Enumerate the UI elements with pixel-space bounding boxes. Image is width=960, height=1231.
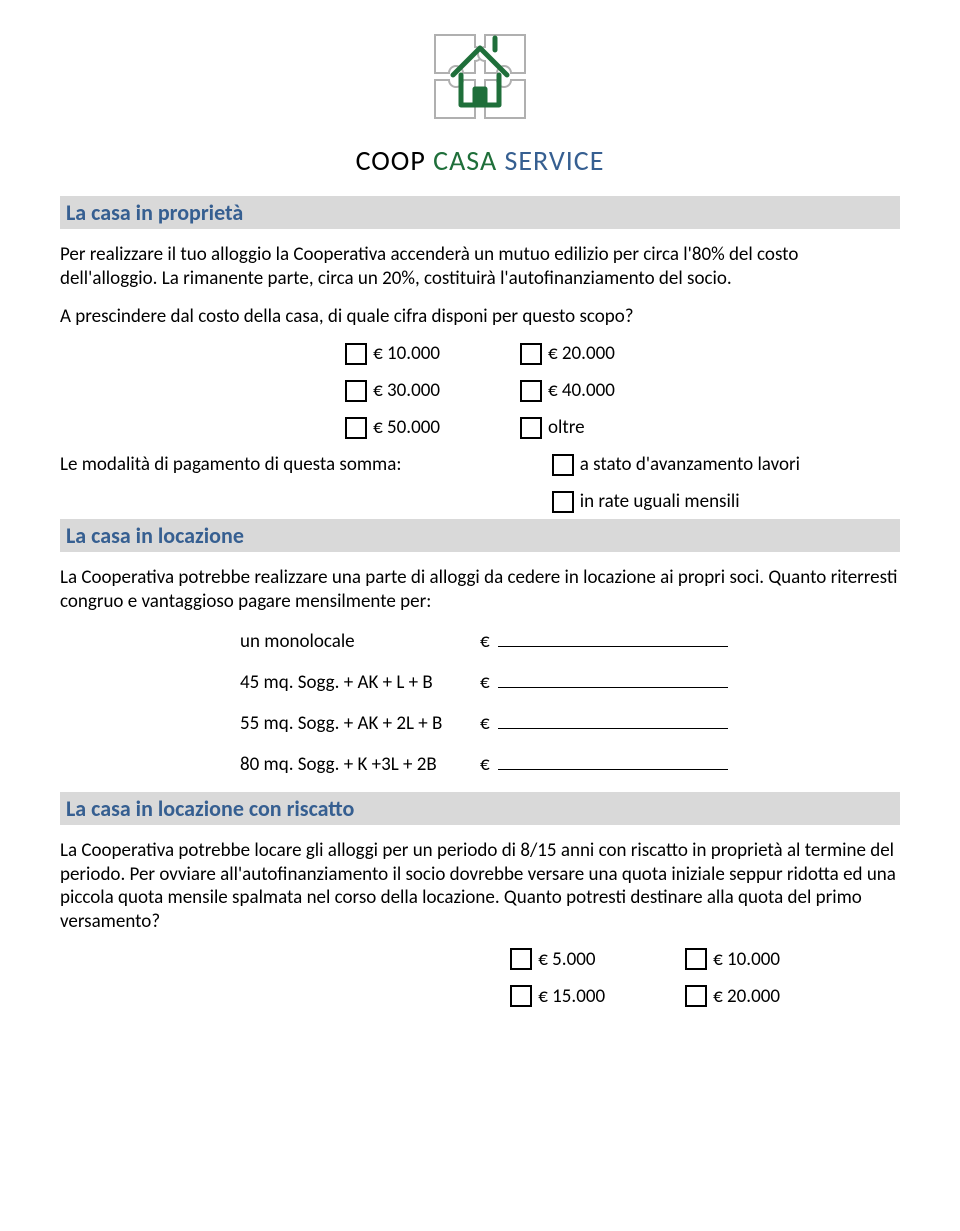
option-50000: € 50.000 [345, 416, 440, 439]
option-5000: € 5.000 [510, 948, 605, 971]
checkbox-40000[interactable] [520, 380, 542, 402]
section2-para: La Cooperativa potrebbe realizzare una p… [60, 566, 900, 614]
option-30000: € 30.000 [345, 379, 440, 402]
puzzle-house-logo-icon [415, 20, 545, 135]
checkbox-10000[interactable] [345, 343, 367, 365]
checkbox-30000[interactable] [345, 380, 367, 402]
pay-opt-rate: in rate uguali mensili [552, 490, 800, 513]
logo-wrap [60, 20, 900, 135]
option-s3-10000: € 10.000 [685, 948, 780, 971]
rent-input-45mq[interactable] [498, 669, 728, 688]
rent-input-80mq[interactable] [498, 751, 728, 770]
section1-question: A prescindere dal costo della casa, di q… [60, 305, 900, 329]
rent-input-monolocale[interactable] [498, 628, 728, 647]
checkbox-avanzamento[interactable] [552, 454, 574, 476]
brand-word-1: COOP [356, 143, 426, 178]
rent-table: un monolocale € 45 mq. Sogg. + AK + L + … [240, 628, 900, 776]
rent-row-45mq: 45 mq. Sogg. + AK + L + B € [240, 669, 900, 694]
brand-word-2: CASA [433, 143, 497, 178]
rent-row-80mq: 80 mq. Sogg. + K +3L + 2B € [240, 751, 900, 776]
section1-options: € 10.000 € 20.000 € 30.000 € 40.000 € 50… [60, 342, 900, 439]
payment-label: Le modalità di pagamento di questa somma… [60, 453, 441, 476]
option-oltre: oltre [520, 416, 615, 439]
payment-question: Le modalità di pagamento di questa somma… [60, 453, 900, 513]
section-header-proprieta: La casa in proprietà [60, 196, 900, 229]
rent-row-monolocale: un monolocale € [240, 628, 900, 653]
section-header-riscatto: La casa in locazione con riscatto [60, 792, 900, 825]
payment-options: a stato d'avanzamento lavori in rate ugu… [552, 453, 900, 513]
checkbox-rate[interactable] [552, 491, 574, 513]
brand-word-3: SERVICE [505, 143, 605, 178]
checkbox-oltre[interactable] [520, 417, 542, 439]
option-20000: € 20.000 [520, 342, 615, 365]
checkbox-s3-10000[interactable] [685, 948, 707, 970]
option-10000: € 10.000 [345, 342, 440, 365]
checkbox-s3-20000[interactable] [685, 985, 707, 1007]
section1-para: Per realizzare il tuo alloggio la Cooper… [60, 243, 900, 291]
option-15000: € 15.000 [510, 985, 605, 1008]
section3-para: La Cooperativa potrebbe locare gli allog… [60, 839, 900, 934]
checkbox-15000[interactable] [510, 985, 532, 1007]
rent-input-55mq[interactable] [498, 710, 728, 729]
pay-opt-avanzamento: a stato d'avanzamento lavori [552, 453, 800, 476]
checkbox-50000[interactable] [345, 417, 367, 439]
checkbox-20000[interactable] [520, 343, 542, 365]
checkbox-5000[interactable] [510, 948, 532, 970]
option-s3-20000: € 20.000 [685, 985, 780, 1008]
section-header-locazione: La casa in locazione [60, 519, 900, 552]
brand-title: COOP CASA SERVICE [60, 143, 900, 178]
option-40000: € 40.000 [520, 379, 615, 402]
section3-options: € 5.000 € 10.000 € 15.000 € 20.000 [60, 948, 900, 1008]
rent-row-55mq: 55 mq. Sogg. + AK + 2L + B € [240, 710, 900, 735]
